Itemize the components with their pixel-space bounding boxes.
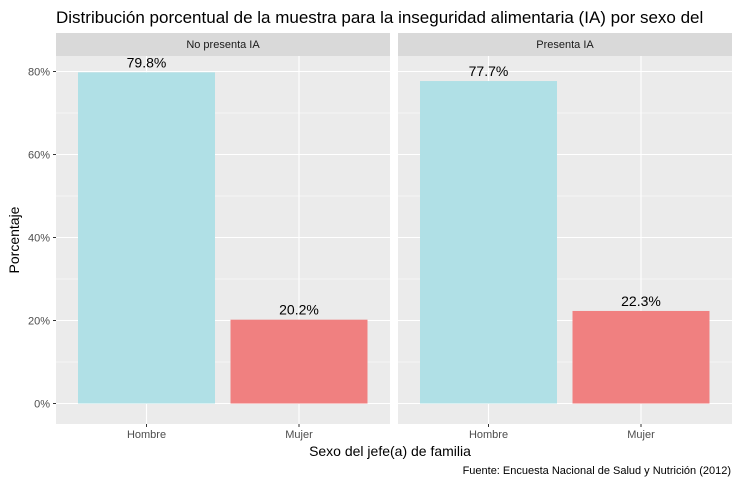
y-tick-label: 60% (28, 150, 50, 162)
bar-value-label: 77.7% (469, 63, 509, 79)
x-tick-label: Mujer (285, 429, 313, 441)
facet-strip (56, 33, 390, 56)
bar-value-label: 20.2% (279, 302, 319, 318)
bar-value-label: 79.8% (127, 54, 167, 70)
y-axis: 0% 20% 40% 60% 80% (28, 67, 56, 411)
panels: No presenta IA79.8%Hombre20.2%MujerPrese… (56, 33, 732, 441)
x-axis-title: Sexo del jefe(a) de familia (309, 443, 471, 459)
chart-title: Distribución porcentual de la muestra pa… (56, 8, 703, 27)
bar-hombre (78, 72, 215, 404)
facet-strip-label: Presenta IA (536, 39, 594, 51)
panel-1: No presenta IA 79.8% Hombre 20.2% Mujer (56, 33, 390, 441)
y-tick-label: 20% (28, 316, 50, 328)
y-axis-title: Porcentaje (6, 206, 22, 273)
bar-hombre (420, 81, 557, 404)
bar-mujer (230, 319, 368, 404)
x-tick-label: Hombre (469, 429, 508, 441)
y-tick-label: 80% (28, 67, 50, 79)
x-tick-label: Hombre (127, 429, 166, 441)
bar-mujer (572, 310, 710, 404)
caption: Fuente: Encuesta Nacional de Salud y Nut… (463, 465, 731, 477)
facet-strip-label: No presenta IA (186, 39, 260, 51)
x-tick-label: Mujer (627, 429, 655, 441)
panel-2: Presenta IA 77.7% Hombre 22.3% Mujer (398, 33, 732, 441)
y-tick-label: 0% (34, 399, 50, 411)
bar-value-label: 22.3% (621, 293, 661, 309)
facet-strip (398, 33, 732, 56)
y-tick-label: 40% (28, 233, 50, 245)
